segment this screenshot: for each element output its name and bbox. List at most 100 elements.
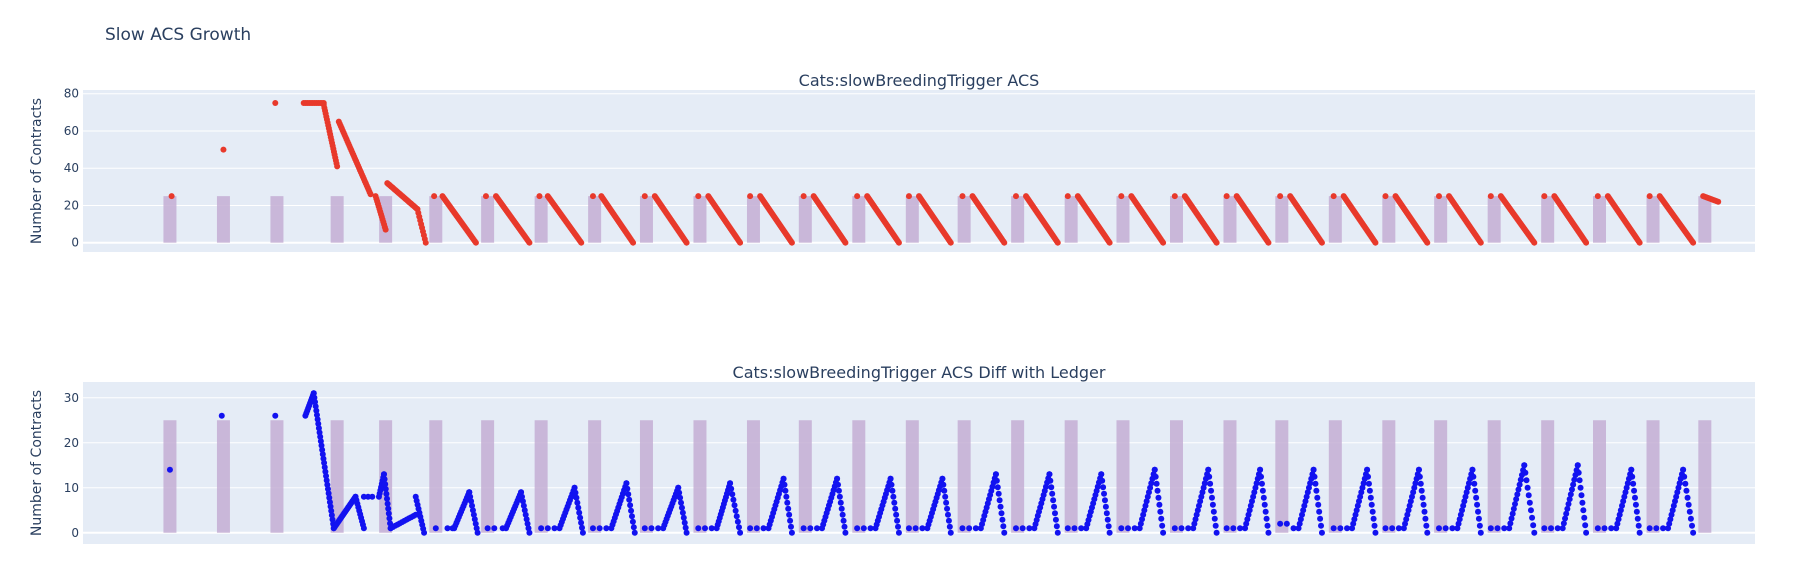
data-point <box>1158 515 1165 522</box>
data-point <box>1245 511 1252 518</box>
data-point <box>747 193 754 200</box>
data-point <box>905 193 912 200</box>
bar <box>1646 420 1660 533</box>
data-point <box>1261 501 1268 508</box>
data-point <box>837 499 844 506</box>
data-point <box>578 239 585 246</box>
data-point <box>384 500 391 507</box>
data-point <box>1435 525 1442 532</box>
data-point <box>854 193 861 200</box>
data-point <box>1212 522 1219 529</box>
data-point <box>1314 494 1321 501</box>
data-point <box>1251 489 1258 496</box>
data-point <box>551 525 558 532</box>
data-point <box>1290 525 1297 532</box>
data-point <box>1246 507 1253 514</box>
data-point <box>576 509 583 516</box>
data-point <box>1297 516 1304 523</box>
bar <box>905 196 919 243</box>
data-point <box>959 525 966 532</box>
data-point <box>1300 507 1307 514</box>
data-point <box>1046 471 1053 478</box>
data-point <box>800 525 807 532</box>
data-point <box>695 193 702 200</box>
bar <box>1223 420 1237 533</box>
data-point <box>482 193 489 200</box>
bar <box>216 196 230 243</box>
data-point <box>784 499 791 506</box>
data-point <box>1402 520 1409 527</box>
data-point <box>1476 522 1483 529</box>
data-point <box>524 520 531 527</box>
data-point <box>518 489 525 496</box>
data-point <box>1506 525 1513 532</box>
data-point <box>272 412 279 419</box>
bar <box>534 420 548 533</box>
data-point <box>785 505 792 512</box>
data-point <box>737 239 744 246</box>
data-point <box>365 493 372 500</box>
data-point <box>1531 239 1538 246</box>
data-point <box>1567 491 1574 498</box>
data-point <box>1211 515 1218 522</box>
data-point <box>1457 511 1464 518</box>
data-point <box>867 525 874 532</box>
data-point <box>471 516 478 523</box>
data-point <box>1337 525 1344 532</box>
data-point <box>1359 484 1366 491</box>
data-point <box>1071 525 1078 532</box>
data-point <box>603 525 610 532</box>
data-point <box>1318 239 1325 246</box>
data-point <box>1424 529 1431 536</box>
data-point <box>787 517 794 524</box>
data-point <box>1509 510 1516 517</box>
bar <box>1275 420 1289 533</box>
bar <box>330 420 344 533</box>
data-point <box>1583 239 1590 246</box>
data-point <box>1053 523 1060 530</box>
data-point <box>1049 490 1056 497</box>
data-point <box>1389 525 1396 532</box>
data-point <box>1171 525 1178 532</box>
data-point <box>1147 484 1154 491</box>
data-point <box>946 523 953 530</box>
data-point <box>834 475 841 482</box>
bar <box>1593 420 1607 533</box>
data-point <box>807 525 814 532</box>
y-tick-label: 0 <box>71 526 79 540</box>
data-point <box>469 502 476 509</box>
data-point <box>1354 502 1361 509</box>
bar <box>163 196 177 243</box>
data-point <box>682 524 689 531</box>
bar <box>1646 196 1660 243</box>
data-point <box>1258 473 1265 480</box>
data-point <box>1508 515 1515 522</box>
bar <box>957 196 971 243</box>
bar <box>1382 420 1396 533</box>
data-point <box>1243 520 1250 527</box>
data-point <box>1471 480 1478 487</box>
data-point <box>1365 480 1372 487</box>
data-point <box>835 481 842 488</box>
bar <box>429 420 443 533</box>
bar <box>1434 420 1448 533</box>
data-point <box>1574 462 1581 469</box>
data-point <box>472 239 479 246</box>
data-point <box>994 484 1001 491</box>
data-point <box>836 493 843 500</box>
data-point <box>1646 525 1653 532</box>
data-point <box>841 523 848 530</box>
data-point <box>1460 502 1467 509</box>
data-point <box>895 529 902 536</box>
data-point <box>380 471 387 478</box>
data-point <box>1101 490 1108 497</box>
data-point <box>1264 522 1271 529</box>
data-point <box>941 487 948 494</box>
data-point <box>708 525 715 532</box>
data-point <box>1624 480 1631 487</box>
data-point <box>1141 507 1148 514</box>
data-point <box>573 494 580 501</box>
data-point <box>894 517 901 524</box>
data-point <box>1159 522 1166 529</box>
data-point <box>1103 510 1110 517</box>
